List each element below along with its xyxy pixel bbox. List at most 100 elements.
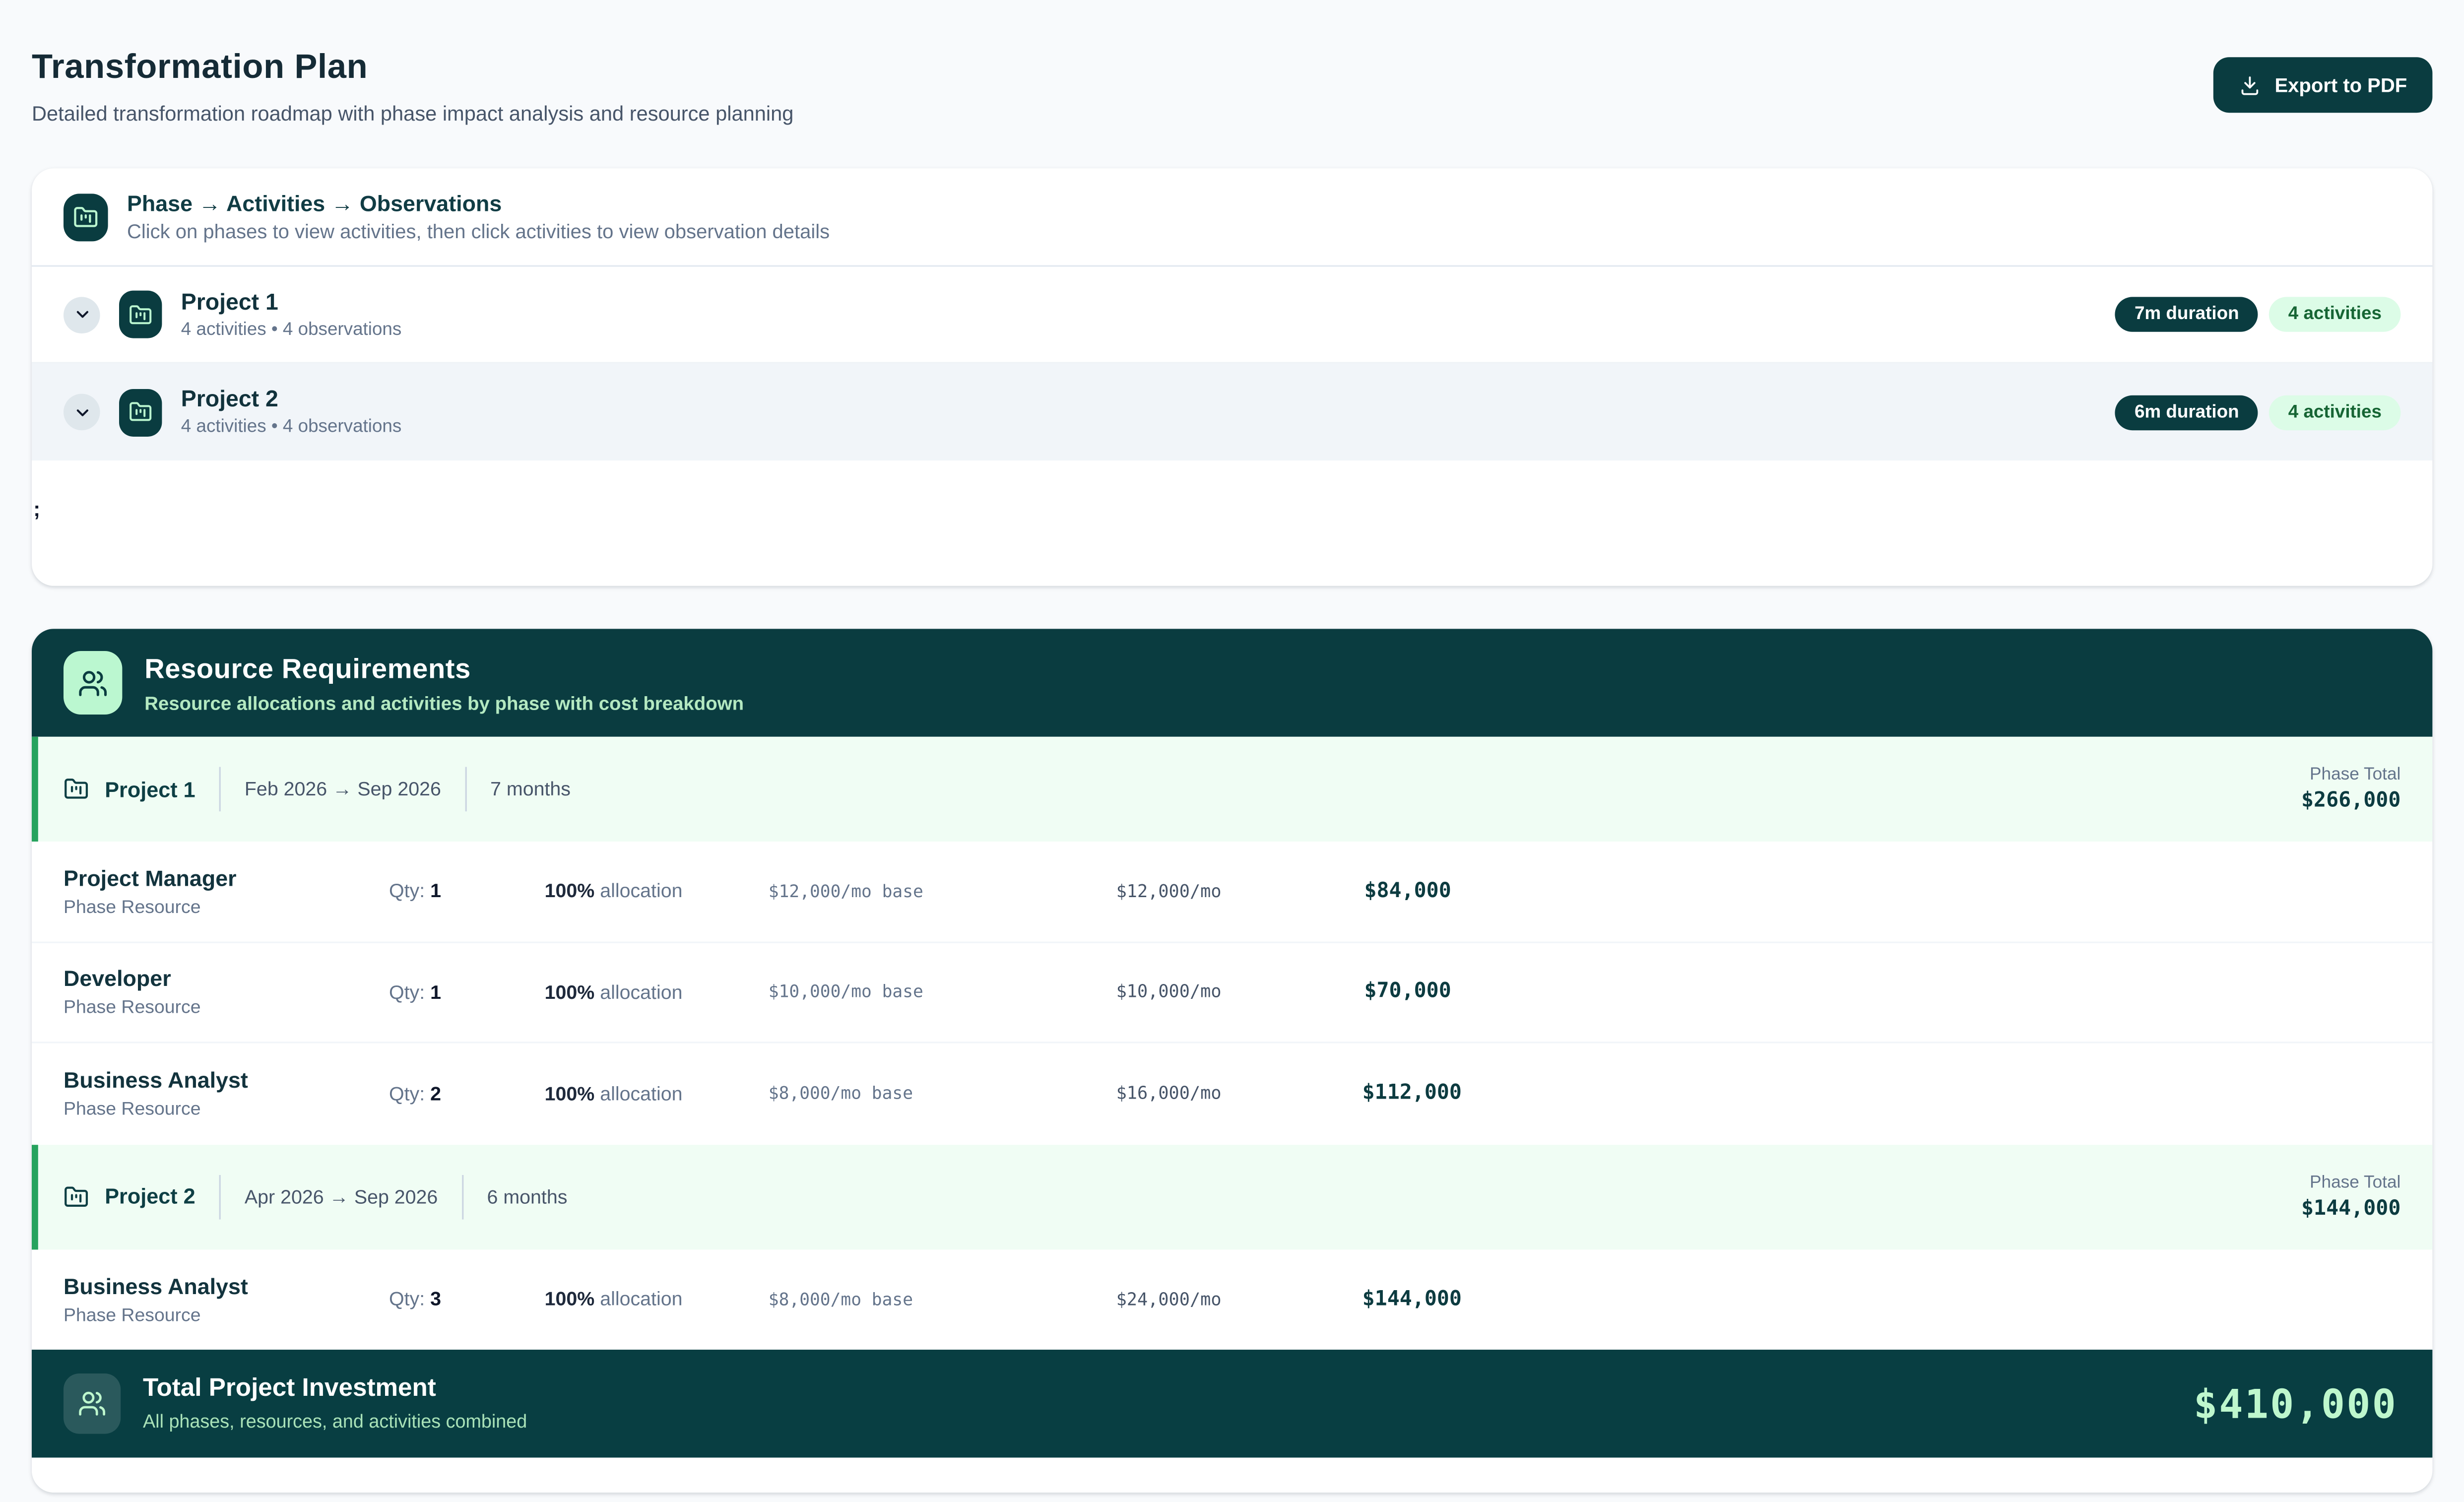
folder-kanban-icon (129, 400, 152, 424)
phase-date-range: Apr 2026 → Sep 2026 (244, 1185, 438, 1208)
folder-kanban-icon (73, 204, 98, 229)
phase-toggle-row[interactable]: Project 1 4 activities • 4 observations … (32, 267, 2433, 364)
resource-requirements-card: Resource Requirements Resource allocatio… (32, 629, 2433, 1493)
resource-type: Phase Resource (64, 997, 201, 1018)
total-investment-subtitle: All phases, resources, and activities co… (143, 1410, 527, 1433)
phase-explorer-icon-tile (64, 193, 108, 241)
chevron-down-icon (72, 402, 91, 421)
page-header: Transformation Plan Detailed transformat… (32, 48, 2433, 126)
phase-explorer-header: Phase → Activities → Observations Click … (32, 168, 2433, 267)
resource-requirements-header: Resource Requirements Resource allocatio… (32, 629, 2433, 737)
stray-semicolon: ; (33, 497, 41, 521)
phase-list: Project 1 4 activities • 4 observations … (32, 267, 2433, 460)
phase-total-label: Phase Total (2310, 765, 2401, 784)
phase-section: Project 1 Feb 2026 → Sep 2026 7 months P… (32, 736, 2433, 1144)
phase-header-row: Project 1 Feb 2026 → Sep 2026 7 months P… (32, 736, 2433, 842)
resource-total: $144,000 (1362, 1287, 1462, 1311)
phase-explorer-title: Phase → Activities → Observations (127, 191, 502, 216)
resource-total: $70,000 (1364, 980, 1451, 1004)
phase-name: Project 1 (181, 290, 278, 316)
total-investment-title: Total Project Investment (143, 1375, 436, 1402)
resource-allocation: 100% allocation (544, 1082, 683, 1105)
resource-qty: Qty: 2 (389, 1082, 441, 1105)
resource-row: Developer Phase Resource Qty: 1 100% all… (32, 942, 2433, 1044)
folder-kanban-icon (64, 1184, 89, 1209)
folder-kanban-icon (129, 303, 152, 327)
page-title: Transformation Plan (32, 48, 368, 86)
export-pdf-button[interactable]: Export to PDF (2212, 57, 2433, 113)
users-icon (78, 668, 108, 698)
phase-total-value: $144,000 (2301, 1196, 2401, 1221)
resource-requirements-subtitle: Resource allocations and activities by p… (144, 691, 744, 714)
page-subtitle: Detailed transformation roadmap with pha… (32, 101, 794, 126)
activities-badge: 4 activities (2269, 297, 2401, 332)
resource-rows: Business Analyst Phase Resource Qty: 3 1… (32, 1249, 2432, 1350)
users-icon (78, 1389, 107, 1418)
divider (464, 767, 467, 812)
phase-total-value: $266,000 (2301, 789, 2401, 813)
resource-qty: Qty: 3 (389, 1288, 441, 1310)
resource-row: Business Analyst Phase Resource Qty: 2 1… (32, 1043, 2432, 1144)
phase-toggle-row[interactable]: Project 2 4 activities • 4 observations … (32, 363, 2433, 460)
resource-type: Phase Resource (64, 1099, 201, 1120)
duration-badge: 6m duration (2115, 394, 2258, 430)
folder-kanban-icon (64, 777, 89, 802)
divider (219, 1174, 221, 1219)
resource-type: Phase Resource (64, 1305, 201, 1326)
resource-allocation: 100% allocation (544, 1288, 683, 1310)
phase-explorer-subtitle: Click on phases to view activities, then… (127, 220, 830, 243)
resource-qty: Qty: 1 (389, 880, 441, 903)
resource-monthly-rate: $12,000/mo (1116, 881, 1222, 902)
phase-sections: Project 1 Feb 2026 → Sep 2026 7 months P… (32, 736, 2433, 1350)
resource-allocation: 100% allocation (544, 880, 683, 903)
resource-base-rate: $8,000/mo base (768, 1083, 913, 1104)
phase-name: Project 1 (105, 777, 195, 801)
phase-explorer-card: Phase → Activities → Observations Click … (32, 168, 2433, 586)
resource-role: Developer (64, 966, 171, 991)
expand-phase-button[interactable] (64, 296, 100, 333)
phase-duration: 7 months (490, 778, 571, 800)
phase-icon-tile (119, 388, 162, 436)
resource-base-rate: $12,000/mo base (768, 881, 923, 902)
resource-type: Phase Resource (64, 897, 201, 917)
expand-phase-button[interactable] (64, 393, 100, 431)
activities-badge: 4 activities (2269, 394, 2401, 430)
divider (219, 767, 221, 812)
phase-total-label: Phase Total (2310, 1173, 2401, 1192)
resources-icon-tile (64, 651, 123, 715)
phase-meta: 4 activities • 4 observations (181, 320, 402, 339)
resource-base-rate: $8,000/mo base (768, 1289, 913, 1310)
resource-total: $112,000 (1362, 1082, 1462, 1106)
resource-requirements-title: Resource Requirements (144, 652, 471, 684)
resource-qty: Qty: 1 (389, 980, 441, 1003)
phase-date-range: Feb 2026 → Sep 2026 (244, 778, 441, 800)
phase-meta: 4 activities • 4 observations (181, 417, 402, 437)
chevron-down-icon (72, 305, 91, 324)
duration-badge: 7m duration (2115, 297, 2258, 332)
resource-role: Business Analyst (64, 1273, 248, 1299)
resource-monthly-rate: $10,000/mo (1116, 981, 1222, 1002)
phase-duration: 6 months (487, 1185, 568, 1208)
download-icon (2238, 74, 2261, 96)
phase-section: Project 2 Apr 2026 → Sep 2026 6 months P… (32, 1144, 2433, 1350)
phase-header-row: Project 2 Apr 2026 → Sep 2026 6 months P… (32, 1144, 2433, 1249)
resource-row: Project Manager Phase Resource Qty: 1 10… (32, 842, 2433, 943)
total-investment-amount: $410,000 (2194, 1380, 2398, 1427)
phase-name: Project 2 (105, 1184, 195, 1209)
resource-base-rate: $10,000/mo base (768, 981, 923, 1002)
resource-role: Business Analyst (64, 1067, 248, 1093)
resource-monthly-rate: $24,000/mo (1116, 1289, 1222, 1310)
total-investment-footer: Total Project Investment All phases, res… (32, 1350, 2433, 1458)
divider (461, 1174, 463, 1219)
resource-role: Project Manager (64, 865, 237, 891)
resource-total: $84,000 (1364, 879, 1451, 903)
export-pdf-label: Export to PDF (2274, 73, 2407, 96)
resource-row: Business Analyst Phase Resource Qty: 3 1… (32, 1249, 2432, 1350)
card-bottom-padding (32, 1457, 2433, 1493)
resource-monthly-rate: $16,000/mo (1116, 1083, 1222, 1104)
resource-rows: Project Manager Phase Resource Qty: 1 10… (32, 842, 2433, 1144)
phase-icon-tile (119, 290, 162, 338)
investment-icon-tile (64, 1373, 121, 1434)
phase-name: Project 2 (181, 387, 278, 413)
